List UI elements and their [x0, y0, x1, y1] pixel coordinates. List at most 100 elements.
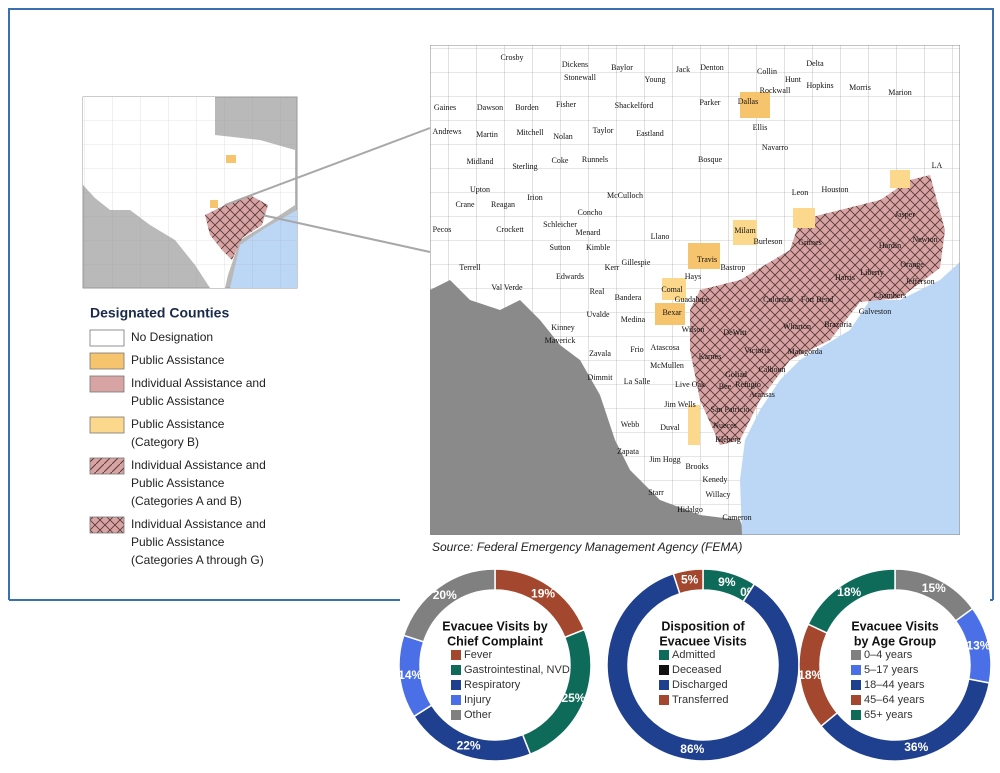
county-label: Martin	[476, 130, 498, 139]
legend-swatch	[851, 665, 861, 675]
source: Source: Federal Emergency Management Age…	[432, 540, 742, 554]
county-label: Val Verde	[491, 283, 523, 292]
county-label: Sutton	[550, 243, 571, 252]
county-label: Guadalupe	[675, 295, 710, 304]
county-label: Dimmit	[588, 373, 614, 382]
county-label: Cameron	[722, 513, 751, 522]
county-label: Taylor	[593, 126, 614, 135]
county-label: Eastland	[636, 129, 664, 138]
county-label: Fort Bend	[801, 295, 833, 304]
county-label: Grimes	[798, 238, 822, 247]
county-label: Crosby	[500, 53, 523, 62]
county-label: Karnes	[699, 352, 722, 361]
legend-label: Public Assistance	[131, 535, 225, 549]
value-label: 86%	[680, 742, 704, 756]
county-label: Jim Hogg	[649, 455, 680, 464]
county-label: Sterling	[512, 162, 537, 171]
county-label: Hunt	[785, 75, 802, 84]
county-label: Irion	[527, 193, 543, 202]
value-label: 20%	[433, 588, 457, 602]
county-label: Menard	[576, 228, 601, 237]
legend-swatch	[851, 650, 861, 660]
value-label: 25%	[561, 691, 585, 705]
donut-segment	[672, 568, 704, 595]
value-label: 18%	[837, 585, 861, 599]
county-label: Hidalgo	[677, 505, 703, 514]
county-label: DeWitt	[723, 328, 747, 337]
county-label: Morris	[849, 83, 871, 92]
value-label: 5%	[681, 573, 699, 587]
legend-label: Public Assistance	[131, 476, 225, 490]
legend-swatch	[659, 650, 669, 660]
county-label: Edwards	[556, 272, 584, 281]
county-label: Webb	[621, 420, 639, 429]
county-label: Colorado	[763, 295, 793, 304]
connector	[261, 214, 431, 253]
county-label: Stonewall	[564, 73, 597, 82]
county-label: Frio	[630, 345, 643, 354]
county-label: Bee	[719, 382, 732, 391]
legend-label: Individual Assistance and	[131, 517, 266, 531]
county-label: Denton	[700, 63, 724, 72]
county-label: Jack	[676, 65, 690, 74]
county-label: Llano	[651, 232, 670, 241]
county-label: Baylor	[611, 63, 633, 72]
county-label: Reagan	[491, 200, 515, 209]
county-label: Dickens	[562, 60, 588, 69]
county-label: Uvalde	[586, 310, 610, 319]
legend-label: Public Assistance	[131, 353, 225, 367]
county-label: Jefferson	[905, 277, 934, 286]
legend-label: 45–64 years	[864, 694, 925, 706]
county-label: Goliad	[725, 370, 747, 379]
legend-swatch	[89, 516, 125, 534]
legend-swatch	[851, 695, 861, 705]
legend-swatch	[89, 352, 125, 370]
county-label: McCulloch	[607, 191, 643, 200]
legend-label: Discharged	[672, 679, 728, 691]
county-label: Collin	[757, 67, 777, 76]
county-label: LA	[932, 161, 943, 170]
chart-title: Evacuee Visits	[851, 619, 938, 633]
county-label: McMullen	[650, 361, 684, 370]
county-label: Orange	[900, 260, 924, 269]
inset-map	[82, 96, 298, 289]
legend-label: 0–4 years	[864, 649, 913, 661]
legend-swatch	[659, 695, 669, 705]
legend-label: Individual Assistance and	[131, 458, 266, 472]
legend-label: Fever	[464, 649, 492, 661]
legend-label: Respiratory	[464, 679, 521, 691]
county-label: Maverick	[545, 336, 576, 345]
legend-swatch	[451, 680, 461, 690]
legend-swatch	[451, 710, 461, 720]
county-label: Dawson	[477, 103, 503, 112]
county-label: Crockett	[496, 225, 524, 234]
county-label: Kenedy	[703, 475, 728, 484]
county-label: Ellis	[753, 123, 768, 132]
legend-swatch	[89, 375, 125, 393]
county-label: Matagorda	[788, 347, 823, 356]
county-label: Nolan	[553, 132, 573, 141]
county-label: Crane	[455, 200, 475, 209]
county-label: Upton	[470, 185, 490, 194]
legend-label: No Designation	[131, 330, 213, 344]
value-label: 22%	[457, 738, 481, 752]
county-label: Zapata	[617, 447, 639, 456]
chart-title: Chief Complaint	[447, 634, 544, 648]
county-label: Coke	[552, 156, 569, 165]
legend-label: (Category B)	[131, 435, 199, 449]
county-label: Brooks	[685, 462, 708, 471]
county-label: Gillespie	[622, 258, 651, 267]
county-label: Atascosa	[651, 343, 680, 352]
value-label: 19%	[531, 586, 555, 600]
county-label: Willacy	[706, 490, 731, 499]
legend-swatch	[89, 457, 125, 475]
county-label: Travis	[697, 255, 717, 264]
legend-label: (Categories A and B)	[131, 494, 242, 508]
county-label: Comal	[661, 285, 683, 294]
county-label: Burleson	[754, 237, 783, 246]
county-label: Kimble	[586, 243, 610, 252]
value-label: 15%	[922, 581, 946, 595]
